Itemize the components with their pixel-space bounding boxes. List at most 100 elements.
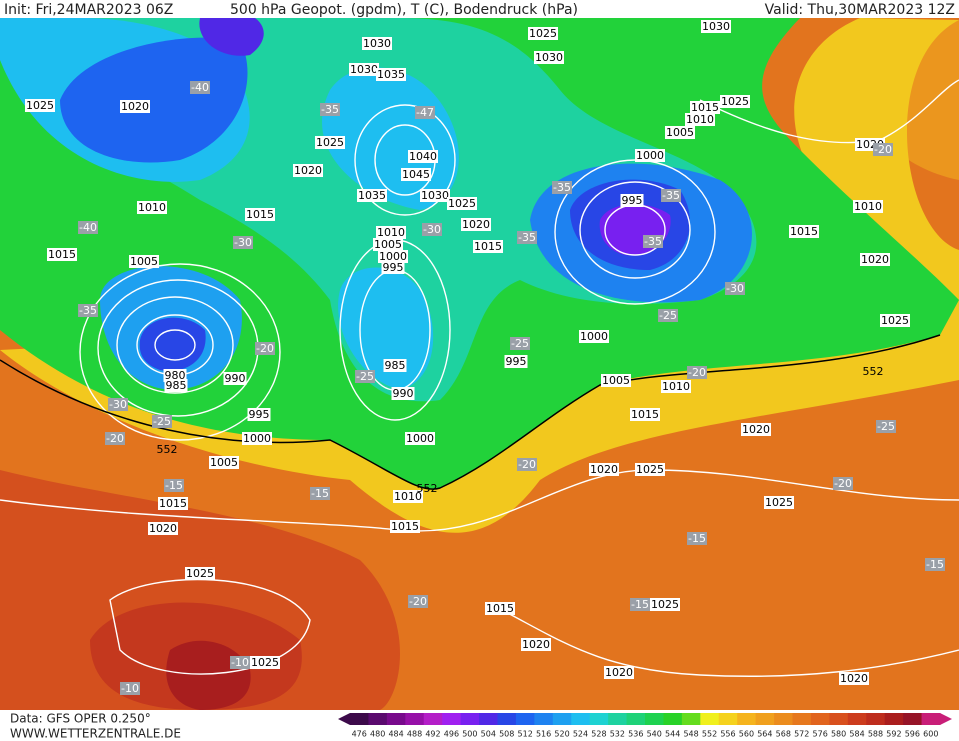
isobar-label: 1015 (630, 408, 660, 421)
isobar-label: 1025 (880, 314, 910, 327)
isobar-label-box (789, 225, 819, 238)
temperature-label: -20 (687, 366, 707, 379)
colorbar-swatch (774, 713, 793, 725)
colorbar-swatch (368, 713, 388, 725)
isobar-label: 1005 (665, 126, 695, 139)
isobar-label-text: 1025 (316, 136, 344, 149)
temperature-label-text: -25 (877, 420, 895, 433)
colorbar-label: 564 (757, 730, 772, 739)
isobar-label-text: 990 (225, 372, 246, 385)
colorbar-label: 588 (868, 730, 883, 739)
isobar-label: 1005 (129, 255, 159, 268)
colorbar-swatch (663, 713, 683, 725)
temperature-label-box (230, 656, 250, 669)
isobar-label-box (630, 408, 660, 421)
temperature-label-box (658, 309, 678, 322)
isobar-label: 1000 (579, 330, 609, 343)
colorbar-label: 548 (683, 730, 698, 739)
isobar-label-text: 1005 (602, 374, 630, 387)
isobar-label: 1005 (373, 238, 403, 251)
temperature-label-text: -40 (191, 81, 209, 94)
isobar-label-box (661, 380, 691, 393)
temperature-label-text: -35 (662, 189, 680, 202)
colorbar-swatch (350, 713, 369, 725)
colorbar-label: 500 (462, 730, 477, 739)
isobar-label-box (383, 359, 407, 372)
isobar-label-box (408, 150, 438, 163)
temperature-label-box (510, 337, 530, 350)
isobar-label-text: 1015 (474, 240, 502, 253)
isobar-label-text: 1010 (138, 201, 166, 214)
isobar-label-text: 995 (383, 261, 404, 274)
colorbar-swatch (479, 713, 498, 725)
isobar-label: 1045 (401, 168, 431, 181)
isobar-label: 1020 (521, 638, 551, 651)
isobar-label-box (880, 314, 910, 327)
isobar-label-text: 1010 (377, 226, 405, 239)
isobar-label-box (242, 432, 272, 445)
isobar-label-text: 1005 (666, 126, 694, 139)
isobar-label-box (357, 189, 387, 202)
temperature-label: -30 (422, 223, 442, 236)
colorbar-swatch (866, 713, 886, 725)
temperature-label: -15 (925, 558, 945, 571)
temperature-label-text: -30 (423, 223, 441, 236)
isobar-label: 1015 (390, 520, 420, 533)
temperature-label: -40 (190, 81, 210, 94)
temperature-label-text: -30 (109, 398, 127, 411)
temperature-label-text: -15 (688, 532, 706, 545)
isobar-label: 1020 (741, 423, 771, 436)
temperature-label-box (422, 223, 442, 236)
isobar-label-box (635, 149, 665, 162)
temperature-label-text: -25 (659, 309, 677, 322)
temperature-label-box (78, 304, 98, 317)
height-label: 552 (863, 365, 884, 378)
colorbar-swatch (552, 713, 572, 725)
colorbar-arrow-left (338, 713, 350, 725)
colorbar-label: 516 (536, 730, 551, 739)
colorbar-label: 568 (776, 730, 791, 739)
isobar-label: 1025 (528, 27, 558, 40)
isobar-label-text: 1025 (448, 197, 476, 210)
isobar-label-box (381, 261, 405, 274)
isobar-label-box (604, 666, 634, 679)
isobar-label-box (473, 240, 503, 253)
temperature-label-box (355, 370, 375, 383)
isobar-label: 990 (391, 387, 415, 400)
isobar-label: 1000 (242, 432, 272, 445)
temperature-label: -20 (833, 477, 853, 490)
isobar-label: 990 (223, 372, 247, 385)
temperature-label-box (320, 103, 340, 116)
colorbar-swatch (515, 713, 535, 725)
colorbar-label: 488 (407, 730, 422, 739)
colorbar-label: 540 (647, 730, 662, 739)
isobar-label: 1025 (250, 656, 280, 669)
isobar-label: 995 (620, 194, 644, 207)
isobar-label-box (420, 189, 450, 202)
temperature-label: -20 (873, 143, 893, 156)
isobar-label-text: 1005 (374, 238, 402, 251)
colorbar-swatch (755, 713, 775, 725)
temperature-label-box (190, 81, 210, 94)
isobar-label-box (839, 672, 869, 685)
height-label-text: 552 (863, 365, 884, 378)
isobar-label-text: 1030 (535, 51, 563, 64)
colorbar-label: 544 (665, 730, 680, 739)
temperature-label-box (105, 432, 125, 445)
colorbar-arrow-right (940, 713, 952, 725)
temperature-label-box (164, 479, 184, 492)
temperature-label: -15 (630, 598, 650, 611)
temperature-label-box (925, 558, 945, 571)
isobar-label-text: 1025 (529, 27, 557, 40)
height-label: 552 (417, 482, 438, 495)
isobar-label-box (860, 253, 890, 266)
isobar-label-text: 1010 (686, 113, 714, 126)
isobar-label: 1025 (25, 99, 55, 112)
isobar-label: 1010 (376, 226, 406, 239)
isobar-label-text: 1015 (486, 602, 514, 615)
isobar-label-box (223, 372, 247, 385)
isobar-label-box (401, 168, 431, 181)
isobar-label-box (120, 100, 150, 113)
isobar-label-box (25, 99, 55, 112)
temperature-label: -35 (78, 304, 98, 317)
